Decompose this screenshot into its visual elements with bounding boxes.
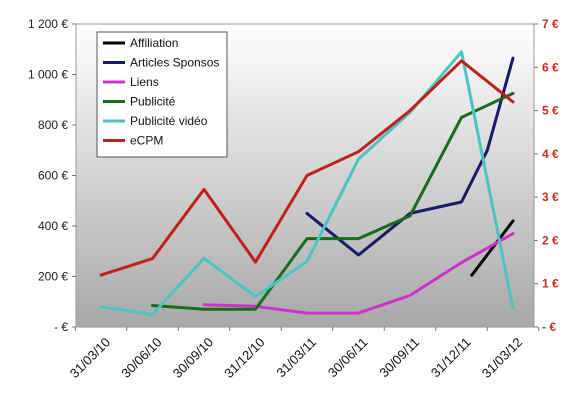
y-left-tick-label: 1 000 € bbox=[28, 68, 68, 82]
x-tick-label: 30/09/10 bbox=[170, 335, 216, 381]
y-right-tick-label: 6 € bbox=[542, 60, 559, 74]
y-right-tick-label: - € bbox=[542, 320, 556, 334]
x-tick-label: 30/06/11 bbox=[325, 335, 371, 381]
legend-label: Liens bbox=[130, 75, 159, 89]
series-line bbox=[151, 91, 515, 311]
legend-label: eCPM bbox=[130, 134, 163, 148]
y-right-tick-label: 3 € bbox=[542, 190, 559, 204]
legend-label: Publicité bbox=[130, 95, 176, 109]
series-line bbox=[202, 232, 515, 315]
series-line bbox=[305, 56, 515, 257]
legend-box bbox=[96, 31, 228, 158]
y-left-tick-label: 200 € bbox=[38, 270, 68, 284]
x-tick-label: 31/03/12 bbox=[479, 335, 525, 381]
x-tick-label: 31/03/10 bbox=[67, 335, 113, 381]
y-right-tick-label: 7 € bbox=[542, 17, 559, 31]
series-line bbox=[99, 59, 515, 277]
legend-label: Articles Sponsos bbox=[130, 56, 219, 70]
y-left-tick-label: 600 € bbox=[38, 169, 68, 183]
y-left-tick-label: 1 200 € bbox=[28, 17, 68, 31]
series-line bbox=[99, 50, 515, 316]
y-right-tick-label: 4 € bbox=[542, 147, 559, 161]
y-right-tick-label: 2 € bbox=[542, 233, 559, 247]
x-tick-label: 30/06/10 bbox=[118, 335, 164, 381]
y-left-tick-label: - € bbox=[54, 320, 68, 334]
x-tick-label: 30/09/11 bbox=[376, 335, 422, 381]
y-right-tick-label: 5 € bbox=[542, 104, 559, 118]
y-left-tick-label: 400 € bbox=[38, 219, 68, 233]
x-tick-label: 31/12/11 bbox=[428, 335, 474, 381]
legend-label: Affiliation bbox=[130, 36, 178, 50]
y-left-tick-label: 800 € bbox=[38, 118, 68, 132]
series-line bbox=[470, 219, 515, 277]
x-tick-label: 31/12/10 bbox=[221, 335, 267, 381]
y-right-tick-label: 1 € bbox=[542, 277, 559, 291]
legend-label: Publicité vidéo bbox=[130, 114, 208, 128]
x-tick-label: 31/03/11 bbox=[273, 335, 319, 381]
